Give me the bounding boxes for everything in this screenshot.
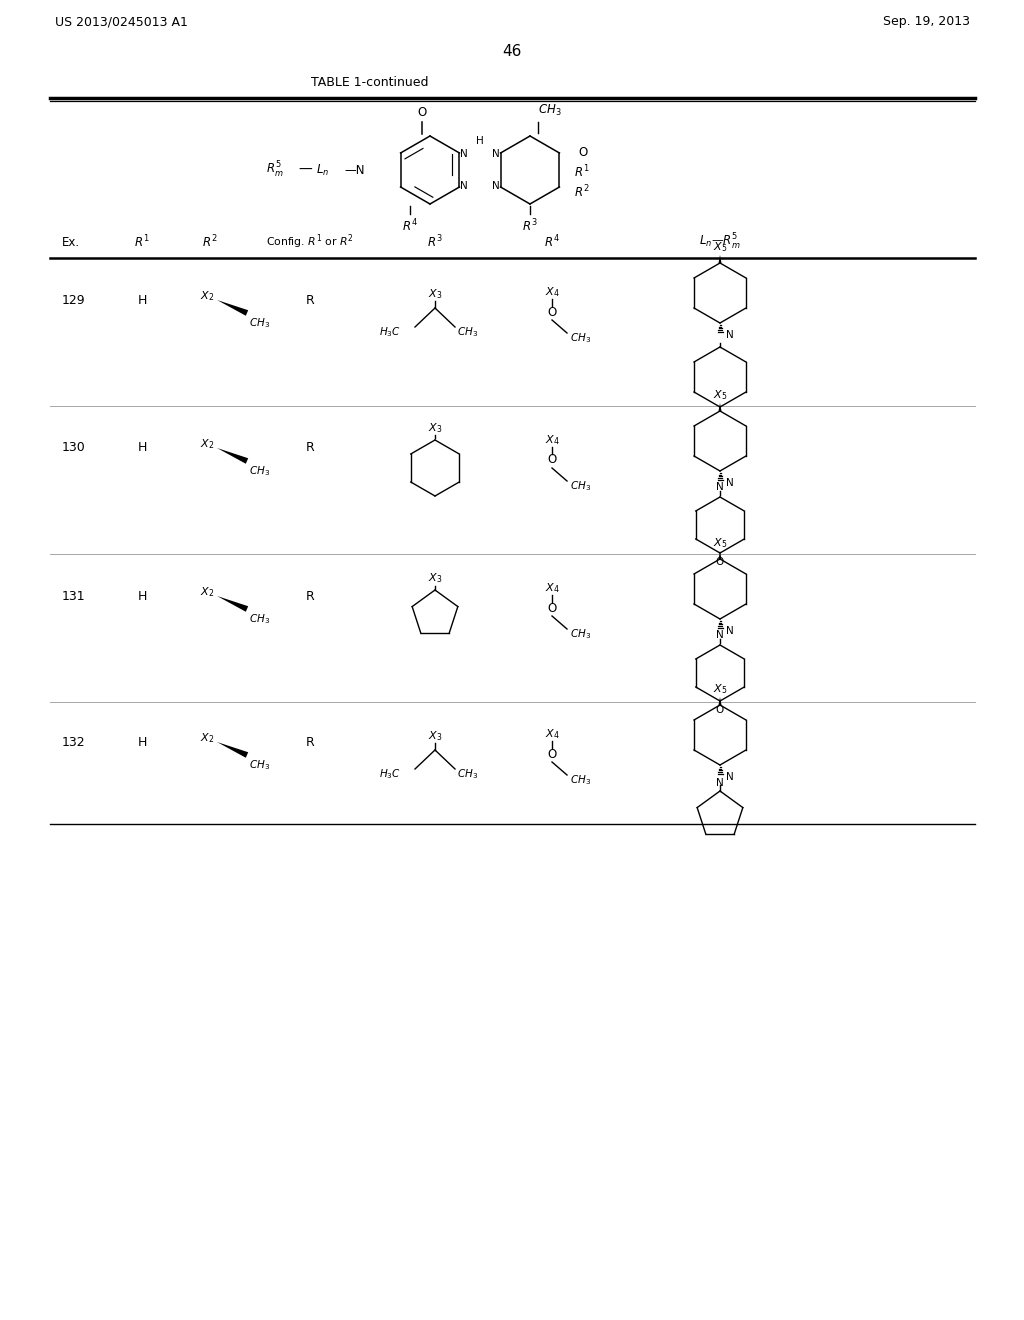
Text: H: H — [137, 441, 146, 454]
Text: Config. $R^1$ or $R^2$: Config. $R^1$ or $R^2$ — [266, 232, 354, 251]
Text: O: O — [716, 557, 724, 568]
Text: N: N — [726, 772, 734, 781]
Polygon shape — [217, 597, 248, 611]
Text: US 2013/0245013 A1: US 2013/0245013 A1 — [55, 16, 187, 29]
Text: $X_4$: $X_4$ — [545, 285, 559, 298]
Text: O: O — [578, 145, 587, 158]
Text: 46: 46 — [503, 45, 521, 59]
Text: $CH_3$: $CH_3$ — [249, 315, 270, 330]
Text: R: R — [305, 590, 314, 602]
Text: $CH_3$: $CH_3$ — [457, 767, 478, 781]
Text: $R^4$: $R^4$ — [402, 218, 418, 235]
Text: O: O — [548, 454, 557, 466]
Text: H: H — [137, 293, 146, 306]
Text: $X_2$: $X_2$ — [200, 585, 214, 599]
Text: N: N — [716, 631, 724, 640]
Text: $R^3$: $R^3$ — [522, 218, 538, 235]
Text: $X_4$: $X_4$ — [545, 581, 559, 595]
Text: N: N — [492, 149, 500, 158]
Text: O: O — [548, 602, 557, 615]
Text: $X_3$: $X_3$ — [428, 729, 442, 743]
Text: O: O — [716, 705, 724, 715]
Text: $X_5$: $X_5$ — [713, 682, 727, 696]
Text: N: N — [726, 330, 734, 341]
Text: $X_4$: $X_4$ — [545, 727, 559, 741]
Text: $R^2$: $R^2$ — [203, 234, 218, 251]
Text: H: H — [476, 136, 484, 147]
Text: N: N — [726, 478, 734, 488]
Text: TABLE 1-continued: TABLE 1-continued — [311, 75, 429, 88]
Text: $R^2$: $R^2$ — [574, 183, 590, 201]
Text: N: N — [716, 777, 724, 788]
Polygon shape — [719, 697, 722, 705]
Text: $R^3$: $R^3$ — [427, 234, 442, 251]
Text: O: O — [548, 305, 557, 318]
Text: $CH_3$: $CH_3$ — [570, 479, 591, 492]
Text: $R^1$: $R^1$ — [574, 164, 590, 181]
Text: N: N — [461, 181, 468, 191]
Text: $X_3$: $X_3$ — [428, 421, 442, 434]
Text: R: R — [305, 293, 314, 306]
Text: —: — — [298, 162, 312, 177]
Text: $CH_3$: $CH_3$ — [457, 325, 478, 339]
Text: $R^1$: $R^1$ — [134, 234, 150, 251]
Text: R: R — [305, 735, 314, 748]
Text: $CH_3$: $CH_3$ — [570, 774, 591, 787]
Text: $X_5$: $X_5$ — [713, 536, 727, 550]
Text: $CH_3$: $CH_3$ — [570, 627, 591, 642]
Text: 132: 132 — [62, 735, 86, 748]
Text: $CH_3$: $CH_3$ — [570, 331, 591, 345]
Text: $L_n$: $L_n$ — [316, 162, 330, 178]
Text: —N: —N — [344, 164, 365, 177]
Text: $X_2$: $X_2$ — [200, 731, 214, 744]
Polygon shape — [719, 403, 722, 411]
Text: $R^4$: $R^4$ — [544, 234, 560, 251]
Text: $X_2$: $X_2$ — [200, 437, 214, 451]
Text: $X_4$: $X_4$ — [545, 433, 559, 447]
Text: Ex.: Ex. — [62, 235, 80, 248]
Polygon shape — [217, 742, 248, 758]
Text: $CH_3$: $CH_3$ — [249, 465, 270, 478]
Text: R: R — [305, 441, 314, 454]
Text: $L_n$—$R^5_m$: $L_n$—$R^5_m$ — [699, 232, 740, 252]
Text: $H_3C$: $H_3C$ — [379, 767, 401, 781]
Text: $X_3$: $X_3$ — [428, 286, 442, 301]
Text: $H_3C$: $H_3C$ — [379, 325, 401, 339]
Text: N: N — [461, 149, 468, 158]
Text: $CH_3$: $CH_3$ — [249, 612, 270, 626]
Text: 129: 129 — [62, 293, 86, 306]
Text: N: N — [726, 626, 734, 636]
Text: $X_5$: $X_5$ — [713, 388, 727, 401]
Text: 130: 130 — [62, 441, 86, 454]
Text: $CH_3$: $CH_3$ — [538, 103, 561, 117]
Polygon shape — [719, 550, 722, 558]
Text: H: H — [137, 735, 146, 748]
Text: O: O — [418, 106, 427, 119]
Polygon shape — [217, 300, 248, 315]
Text: N: N — [492, 181, 500, 191]
Text: $X_3$: $X_3$ — [428, 572, 442, 585]
Text: O: O — [548, 747, 557, 760]
Text: N: N — [716, 483, 724, 492]
Text: Sep. 19, 2013: Sep. 19, 2013 — [883, 16, 970, 29]
Text: $X_5$: $X_5$ — [713, 240, 727, 253]
Text: $R^5_m$: $R^5_m$ — [266, 160, 284, 180]
Text: 131: 131 — [62, 590, 86, 602]
Text: H: H — [137, 590, 146, 602]
Text: $CH_3$: $CH_3$ — [249, 758, 270, 772]
Polygon shape — [719, 255, 722, 263]
Text: $X_2$: $X_2$ — [200, 289, 214, 302]
Polygon shape — [217, 447, 248, 463]
